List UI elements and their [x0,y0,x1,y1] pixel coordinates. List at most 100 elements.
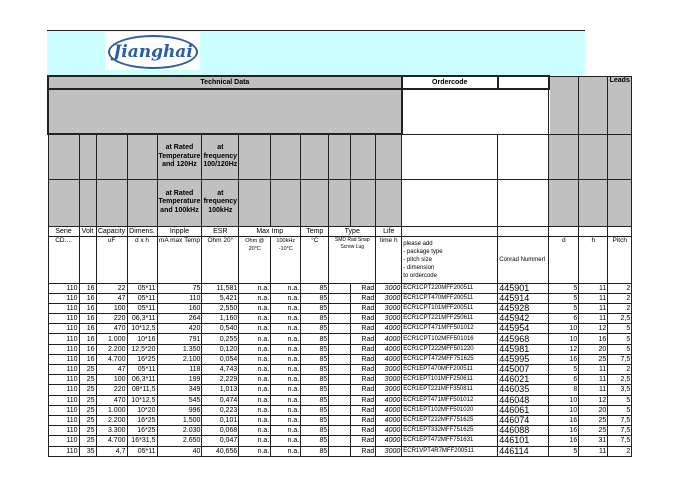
technical-data-header: Technical Data [47,75,403,90]
cell-pitch: 2 [607,282,633,294]
cell-capacity: 220 [95,313,128,325]
cell-type: Rad [350,282,377,294]
cell-serie: 110 [47,425,80,437]
cell-imp-20c: n.a. [238,363,272,376]
unit-iripple: mA max Temp [156,235,203,284]
unit-life: time h [375,235,403,284]
cell-esr: 0,474 [201,394,240,406]
cell-imp-10c: n.a. [270,425,302,437]
cell-imp-10c: n.a. [270,313,302,325]
cell-dimens: 05*11 [126,282,158,294]
cell-type-spacer [328,343,352,355]
cell-conrad-number: 446048 [497,394,550,406]
cell-life: 4000 [375,343,403,355]
cell-imp-10c: n.a. [270,435,302,447]
cell-life: 3000 [375,292,403,304]
cell-pitch: 5 [607,404,633,416]
cell-pitch: 2 [607,302,633,315]
cell-capacity: 4.700 [95,353,128,366]
cell-temp: 85 [300,353,330,366]
cell-serie: 110 [47,404,80,416]
unit-imp-10c: 100kHz -10°C [270,235,302,284]
cell-volt: 25 [78,374,97,386]
cell-pitch: 5 [607,394,633,406]
ordercode-note: please add - package type - pitch size -… [401,235,499,284]
cell-dimens: 05*11 [126,445,158,457]
cell-ordercode: ECR1CPT221MFF250611 [401,313,499,325]
cell-dimens: 16*25 [126,425,158,437]
cell-capacity: 2.200 [95,414,128,427]
cell-serie: 110 [47,282,80,294]
cell-ordercode: ECR1EPT332MFF751625 [401,425,499,437]
cell-iripple: 2.100 [156,353,203,366]
col-volt: Volt [78,225,97,237]
cell-iripple: 40 [156,445,203,457]
cell-temp: 85 [300,323,330,335]
cell-iripple: 264 [156,313,203,325]
cell-ordercode: ECR1EPT222MFF751625 [401,414,499,427]
cell-temp: 85 [300,313,330,325]
cell-esr: 11,581 [201,282,240,294]
cell-pitch: 5 [607,333,633,345]
cell-conrad-number: 445942 [497,313,550,325]
cell-iripple: 1.350 [156,343,203,355]
cell-iripple: 118 [156,363,203,376]
cell-type: Rad [350,425,377,437]
cell-esr: 0,047 [201,435,240,447]
cell-life: 4000 [375,333,403,345]
cell-lead-d: 5 [548,302,580,315]
cell-dimens: 16*25 [126,414,158,427]
cell-type: Rad [350,384,377,396]
cell-life: 4000 [375,323,403,335]
cell-conrad-number: 446061 [497,404,550,416]
cell-type: Rad [350,414,377,427]
cell-esr: 0,120 [201,343,240,355]
cell-esr: 40,656 [201,445,240,457]
cell-capacity: 47 [95,363,128,376]
cell-capacity: 3.300 [95,425,128,437]
cell-type: Rad [350,435,377,447]
cell-dimens: 08*11,5 [126,384,158,396]
cell-type-spacer [328,363,352,376]
cell-conrad-number: 445007 [497,363,550,376]
unit-serie: CD.... [47,235,80,284]
cell-lead-d: 5 [548,292,580,304]
cell-type-spacer [328,435,352,447]
cell-lead-d: 10 [548,404,580,416]
cell-imp-10c: n.a. [270,394,302,406]
cell-serie: 110 [47,394,80,406]
cell-life: 4000 [375,435,403,447]
cell-conrad-number: 446101 [497,435,550,447]
table-row: 110 16 22 05*11 75 11,581 n.a. n.a. 85 Rad 3000 ECR… [47,282,633,294]
cell-imp-10c: n.a. [270,323,302,335]
cell-volt: 16 [78,313,97,325]
cell-ordercode: ECR1CPT101MFF200511 [401,302,499,315]
cell-pitch: 2 [607,445,633,457]
cell-life: 3000 [375,363,403,376]
cell-imp-20c: n.a. [238,425,272,437]
table-row: 110 25 100 06,3*11 199 2,229 n.a. n.a. 85 Rad 3000… [47,374,633,386]
col-capacity: Capacity [95,225,128,237]
cell-lead-h: 12 [578,394,609,406]
cell-dimens: 05*11 [126,363,158,376]
cell-imp-10c: n.a. [270,404,302,416]
cell-capacity: 4,7 [95,445,128,457]
cell-type-spacer [328,302,352,315]
unit-pitch: Pitch [607,235,633,284]
table-row: 110 16 100 05*11 160 2,550 n.a. n.a. 85 Rad 3000 EC… [47,302,633,315]
cell-pitch: 5 [607,323,633,335]
cell-serie: 110 [47,302,80,315]
cell-volt: 25 [78,394,97,406]
capacitor-table: Technical Data Ordercode Leads at Rated … [47,75,633,457]
cell-iripple: 791 [156,333,203,345]
cell-iripple: 996 [156,404,203,416]
table-row: 110 16 4.700 16*25 2.100 0,054 n.a. n.a. 85 Rad 40… [47,353,633,366]
cell-imp-20c: n.a. [238,374,272,386]
cell-ordercode: ECR1EPT471MFF501012 [401,394,499,406]
cell-pitch: 3,5 [607,384,633,396]
cell-life: 4000 [375,404,403,416]
cell-type-spacer [328,323,352,335]
col-serie: Serie [47,225,80,237]
unit-d: d [548,235,580,284]
cell-iripple: 2.650 [156,435,203,447]
